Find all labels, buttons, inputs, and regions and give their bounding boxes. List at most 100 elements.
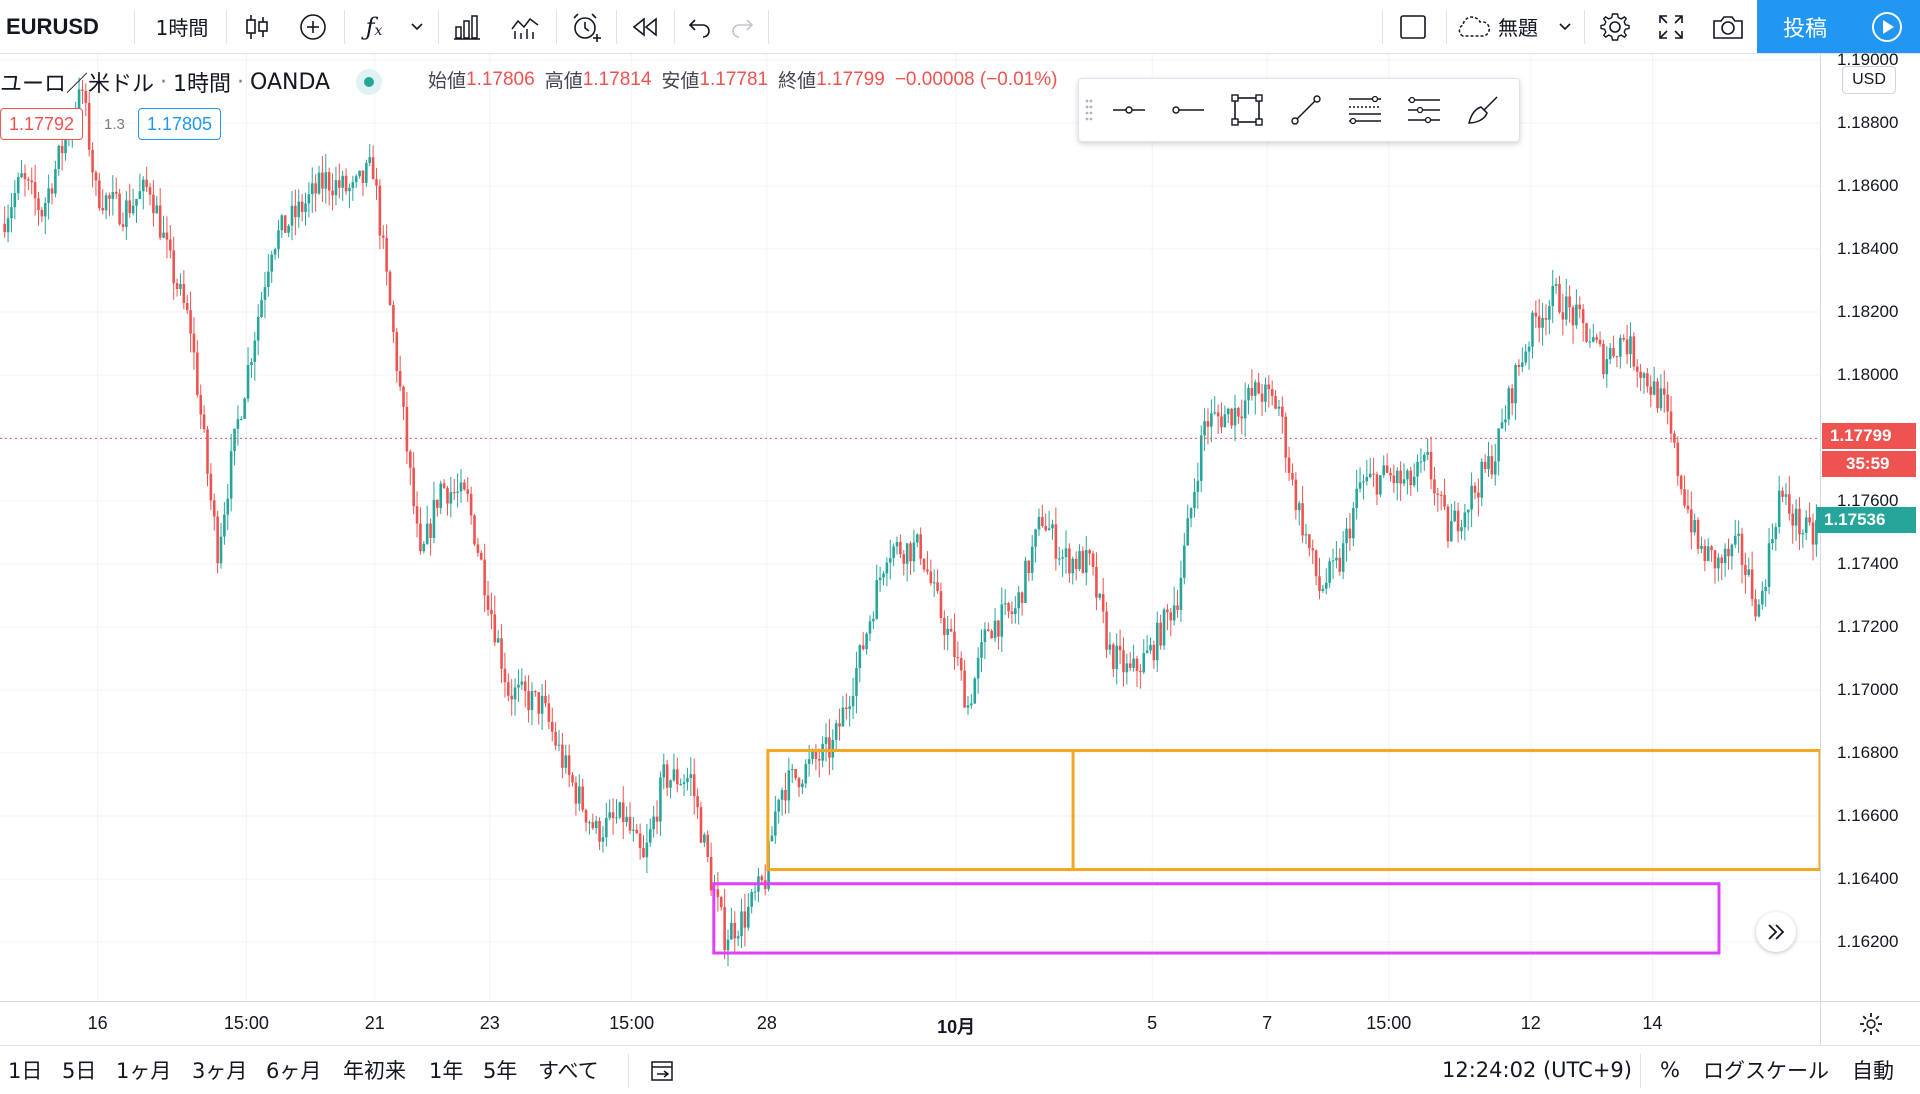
play-replay-button[interactable] [1853, 0, 1920, 53]
candle-body [1017, 592, 1020, 609]
go-to-date-button[interactable] [648, 1046, 678, 1094]
snapshot-button[interactable] [1703, 0, 1753, 53]
candle-body [672, 769, 676, 781]
undo-button[interactable] [680, 0, 720, 53]
candle-body [1220, 416, 1223, 428]
financials-button[interactable] [444, 0, 490, 53]
horizontal-ray-tool[interactable] [1158, 80, 1217, 140]
candle-body [412, 467, 415, 507]
redo-button[interactable] [722, 0, 762, 53]
publish-button[interactable]: 投稿 [1757, 0, 1853, 53]
candle-body [527, 691, 530, 711]
chart-legend: ユーロ／米ドル · 1時間 · OANDA [0, 64, 383, 100]
save-layout-button[interactable]: 無題 [1454, 0, 1574, 53]
date-range-button[interactable]: 6ヶ月 [266, 1059, 322, 1083]
candle-body [1095, 566, 1098, 598]
candle-style-button[interactable] [234, 0, 280, 53]
candle-body [131, 205, 135, 214]
candle-body [1737, 533, 1740, 536]
fib-retracement-tool[interactable] [1335, 80, 1394, 140]
candle-body [1771, 538, 1774, 544]
candle-body [199, 394, 203, 415]
settings-button[interactable] [1590, 0, 1640, 53]
legend-dot-separator: · [237, 69, 245, 95]
pair-name[interactable]: ユーロ／米ドル [0, 72, 155, 97]
layout-name: 無題 [1498, 16, 1538, 40]
candle-body [327, 172, 331, 191]
candle-body [1264, 384, 1267, 402]
rectangle-tool[interactable] [1217, 80, 1276, 140]
candle-body [473, 515, 476, 545]
toolbar-divider [1446, 10, 1447, 44]
scroll-to-realtime-button[interactable] [1756, 912, 1796, 952]
price-axis-label: 1.18600 [1837, 176, 1899, 195]
trend-line-tool[interactable] [1276, 80, 1335, 140]
candle-body [1085, 550, 1088, 573]
date-range-button[interactable]: 5日 [62, 1059, 97, 1083]
layout-menu-dropdown[interactable] [1550, 0, 1580, 53]
candle-body [1761, 591, 1764, 605]
drag-handle[interactable] [1079, 80, 1099, 140]
market-status-icon[interactable] [356, 69, 383, 95]
timezone-clock[interactable]: 12:24:02 (UTC+9) [1442, 1058, 1632, 1082]
time-axis[interactable]: 16 15:00 21 23 15:00 28 10月 5 7 15:00 12 14 [0, 1001, 1820, 1045]
date-range-button[interactable]: 1日 [8, 1059, 43, 1083]
percent-scale-button[interactable]: % [1660, 1058, 1680, 1082]
date-range-button[interactable]: 1年 [429, 1059, 464, 1083]
axis-settings-button[interactable] [1820, 1001, 1920, 1045]
fib-extension-tool[interactable] [1394, 80, 1453, 140]
candle-body [60, 145, 64, 154]
magenta-rectangle-drawing [712, 882, 1721, 955]
candle-body [1206, 421, 1210, 427]
sell-price-button[interactable]: 1.17792 [0, 108, 84, 140]
date-range-button[interactable]: 3ヶ月 [192, 1059, 248, 1083]
candle-body [1686, 505, 1690, 510]
candle-body [1544, 317, 1548, 320]
candle-body [993, 620, 997, 639]
candle-body [855, 668, 858, 696]
candle-body [902, 554, 906, 564]
candle-body [1615, 356, 1619, 358]
candle-body [297, 201, 301, 218]
interval-button[interactable]: 1時間 [155, 16, 209, 40]
replay-button[interactable] [622, 0, 668, 53]
candle-body [1619, 337, 1622, 357]
candle-body [84, 90, 88, 103]
alert-button[interactable] [562, 0, 610, 53]
candle-body [368, 157, 372, 163]
auto-scale-button[interactable]: 自動 [1852, 1059, 1894, 1083]
date-range-button[interactable]: 年初来 [343, 1059, 406, 1083]
time-axis-label: 15:00 [223, 1013, 269, 1033]
candle-body [760, 876, 764, 881]
candle-body [10, 207, 13, 219]
candle-body [1453, 510, 1456, 522]
date-range-button[interactable]: すべて [538, 1059, 599, 1083]
brush-tool[interactable] [1453, 80, 1512, 140]
candle-body [162, 232, 165, 238]
date-range-button[interactable]: 5年 [483, 1059, 518, 1083]
candle-body [354, 176, 358, 183]
candle-body [1064, 548, 1068, 558]
buy-price-button[interactable]: 1.17805 [138, 108, 222, 140]
candle-body [1068, 548, 1071, 574]
horizontal-line-tool[interactable] [1099, 80, 1158, 140]
candle-body [1105, 611, 1108, 650]
candle-body [544, 695, 547, 704]
layout-select-button[interactable] [1388, 0, 1438, 53]
templates-button[interactable] [502, 0, 548, 53]
symbol-search-button[interactable]: EURUSD [6, 13, 99, 39]
date-range-button[interactable]: 1ヶ月 [116, 1059, 172, 1083]
compare-button[interactable] [290, 0, 336, 53]
log-scale-button[interactable]: ログスケール [1703, 1059, 1829, 1083]
candle-body [922, 558, 926, 570]
currency-unit-button[interactable]: USD [1842, 66, 1896, 94]
fullscreen-button[interactable] [1646, 0, 1696, 53]
indicators-button[interactable]: ƒx [352, 0, 396, 53]
indicators-dropdown[interactable] [402, 0, 432, 53]
time-axis-label: 10月 [937, 1017, 976, 1037]
chart-pane[interactable] [0, 54, 1820, 1001]
price-chart[interactable] [0, 54, 1820, 1001]
candle-body [1500, 422, 1504, 429]
candle-body [1460, 527, 1463, 532]
candle-body [324, 172, 328, 189]
